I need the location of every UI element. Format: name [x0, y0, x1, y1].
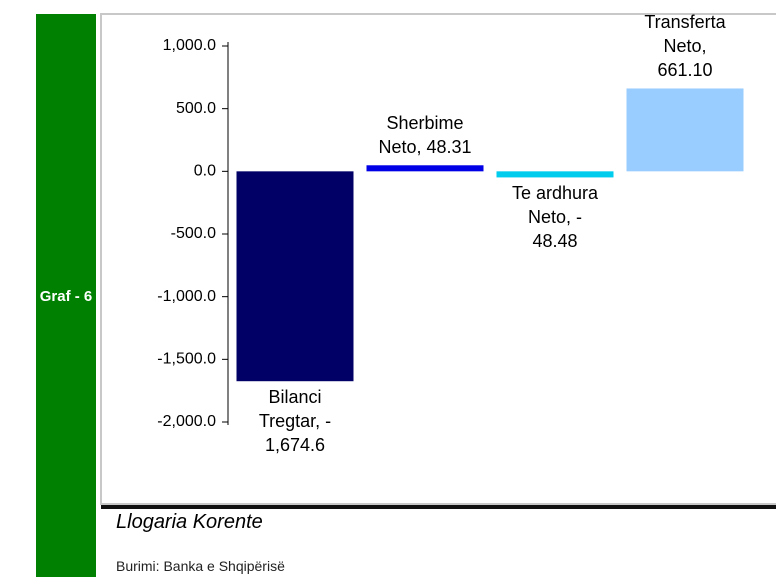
data-label: Sherbime Neto, 48.31 — [378, 113, 472, 158]
bar — [496, 171, 614, 178]
bar — [366, 165, 484, 172]
data-label: Transferta Neto, 661.10 — [644, 12, 726, 81]
chart-title: Llogaria Korente — [116, 511, 263, 533]
frame-shadow — [101, 505, 776, 509]
chart-source: Burimi: Banka e Shqipërisë — [116, 558, 285, 574]
chart-frame — [100, 13, 776, 505]
bar — [236, 171, 354, 382]
y-tick-label: 500.0 — [176, 100, 216, 117]
y-tick-label: 0.0 — [194, 163, 216, 180]
y-tick-label: -1,500.0 — [157, 351, 216, 368]
bar — [626, 88, 744, 172]
y-tick-label: -2,000.0 — [157, 413, 216, 430]
data-label: Bilanci Tregtar, - 1,674.6 — [258, 387, 332, 456]
data-label: Te ardhura Neto, - 48.48 — [511, 183, 599, 252]
y-tick-label: -1,000.0 — [157, 288, 216, 305]
chart-tag: Graf - 6 — [39, 288, 93, 305]
side-band — [36, 14, 96, 577]
y-tick-label: 1,000.0 — [163, 37, 216, 54]
y-tick-label: -500.0 — [171, 225, 216, 242]
